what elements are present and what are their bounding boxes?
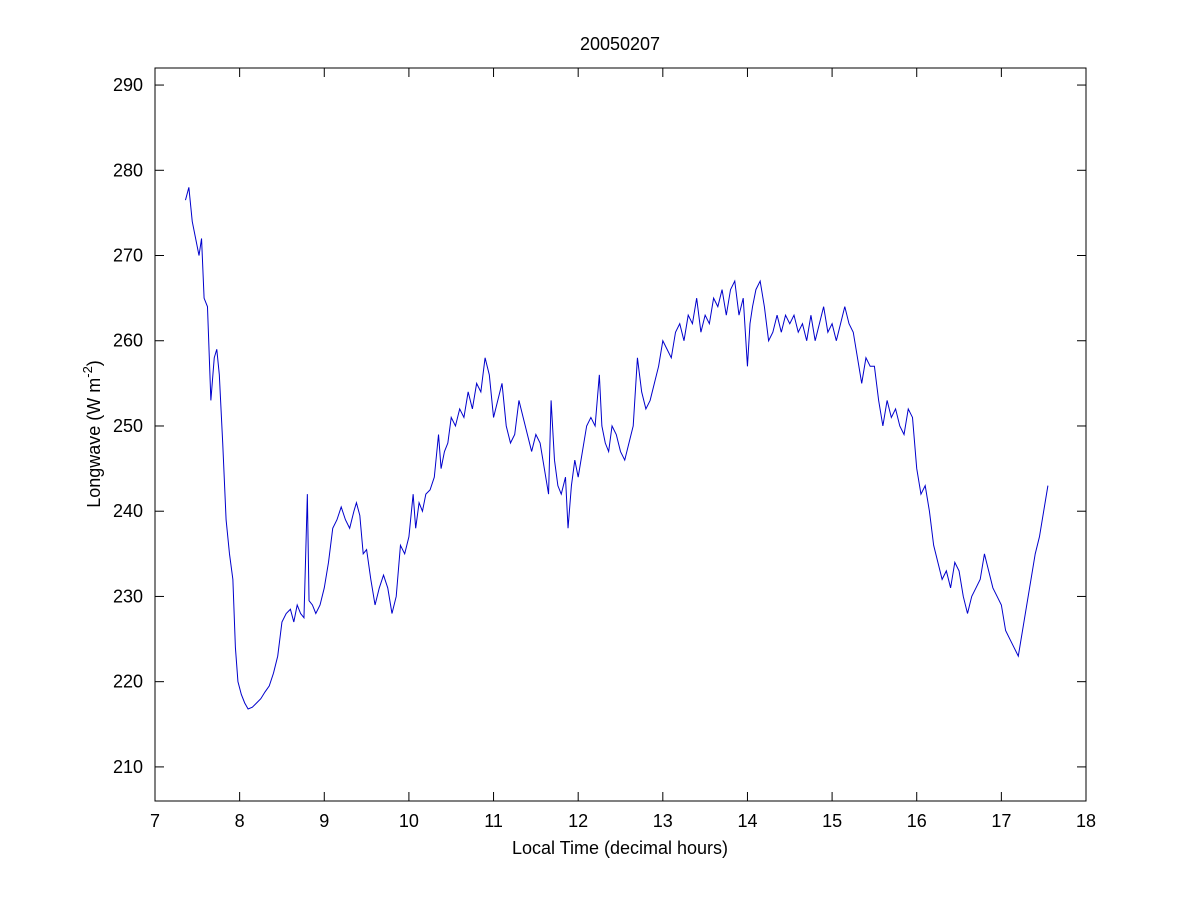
y-tick-label: 240 [113, 501, 143, 521]
x-tick-label: 9 [319, 811, 329, 831]
y-tick-label: 210 [113, 757, 143, 777]
plot-frame [154, 67, 1087, 802]
x-tick-label: 10 [399, 811, 419, 831]
x-tick-label: 13 [653, 811, 673, 831]
data-line [184, 187, 1049, 710]
x-tick-label: 7 [150, 811, 160, 831]
chart-title: 20050207 [580, 34, 660, 54]
x-tick-label: 17 [991, 811, 1011, 831]
y-label-part: ) [84, 360, 104, 366]
y-tick-label: 260 [113, 331, 143, 351]
y-tick-label: 280 [113, 160, 143, 180]
y-tick-label: 270 [113, 246, 143, 266]
x-tick-label: 15 [822, 811, 842, 831]
x-tick-label: 16 [907, 811, 927, 831]
x-tick-label: 8 [235, 811, 245, 831]
x-tick-label: 11 [484, 811, 503, 831]
y-tick-label: 250 [113, 416, 143, 436]
x-tick-label: 12 [568, 811, 588, 831]
x-axis-label: Local Time (decimal hours) [512, 838, 728, 858]
x-tick-label: 18 [1076, 811, 1096, 831]
y-tick-label: 290 [113, 75, 143, 95]
y-axis-label: Longwave (W m-2) [80, 360, 104, 508]
x-tick-label: 14 [737, 811, 757, 831]
y-label-part: Longwave (W m [84, 378, 104, 508]
y-tick-label: 230 [113, 586, 143, 606]
y-label-sup: -2 [80, 366, 95, 378]
y-tick-label: 220 [113, 672, 143, 692]
